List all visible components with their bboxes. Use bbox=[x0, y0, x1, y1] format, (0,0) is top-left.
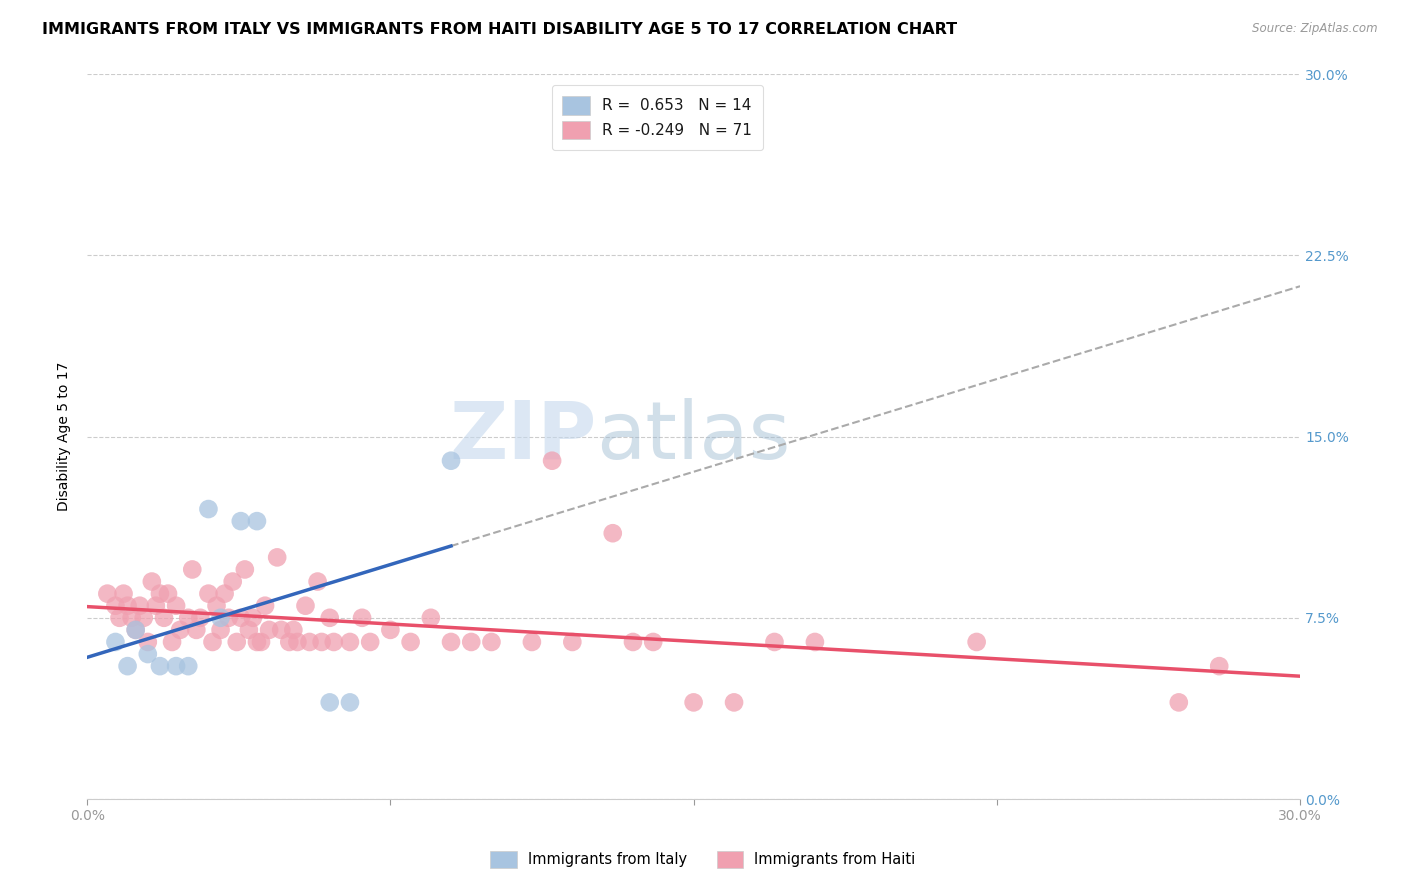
Point bbox=[190, 611, 212, 625]
Point bbox=[124, 623, 146, 637]
Text: IMMIGRANTS FROM ITALY VS IMMIGRANTS FROM HAITI DISABILITY AGE 5 TO 17 CORRELATIO: IMMIGRANTS FROM ITALY VS IMMIGRANTS FROM… bbox=[42, 22, 957, 37]
Point bbox=[197, 502, 219, 516]
Text: ZIP: ZIP bbox=[450, 398, 596, 475]
Point bbox=[222, 574, 245, 589]
Point bbox=[460, 635, 482, 649]
Point bbox=[141, 574, 163, 589]
Point bbox=[440, 635, 463, 649]
Point bbox=[169, 623, 191, 637]
Point bbox=[128, 599, 150, 613]
Point bbox=[419, 611, 441, 625]
Point bbox=[804, 635, 827, 649]
Point bbox=[136, 635, 159, 649]
Point bbox=[242, 611, 264, 625]
Point bbox=[177, 659, 200, 673]
Point bbox=[481, 635, 503, 649]
Point bbox=[763, 635, 786, 649]
Point bbox=[136, 647, 159, 661]
Point bbox=[149, 659, 172, 673]
Point bbox=[643, 635, 665, 649]
Point bbox=[352, 611, 374, 625]
Point bbox=[250, 635, 273, 649]
Point bbox=[209, 611, 232, 625]
Point bbox=[117, 599, 139, 613]
Point bbox=[132, 611, 155, 625]
Point bbox=[682, 695, 704, 709]
Point bbox=[165, 659, 187, 673]
Point bbox=[225, 635, 247, 649]
Text: atlas: atlas bbox=[596, 398, 792, 475]
Point bbox=[319, 611, 342, 625]
Point bbox=[287, 635, 309, 649]
Point bbox=[104, 599, 127, 613]
Point bbox=[246, 514, 269, 528]
Point bbox=[108, 611, 131, 625]
Point bbox=[520, 635, 543, 649]
Point bbox=[218, 611, 240, 625]
Point bbox=[153, 611, 176, 625]
Point bbox=[201, 635, 224, 649]
Point bbox=[209, 623, 232, 637]
Point bbox=[307, 574, 329, 589]
Point bbox=[177, 611, 200, 625]
Point bbox=[112, 587, 135, 601]
Point bbox=[339, 635, 361, 649]
Point bbox=[1167, 695, 1189, 709]
Point bbox=[229, 611, 252, 625]
Point bbox=[283, 623, 305, 637]
Point bbox=[541, 453, 564, 467]
Point bbox=[399, 635, 422, 649]
Point bbox=[149, 587, 172, 601]
Text: Source: ZipAtlas.com: Source: ZipAtlas.com bbox=[1253, 22, 1378, 36]
Point bbox=[254, 599, 277, 613]
Point bbox=[121, 611, 143, 625]
Point bbox=[266, 550, 288, 565]
Point bbox=[238, 623, 260, 637]
Point bbox=[440, 453, 463, 467]
Legend: R =  0.653   N = 14, R = -0.249   N = 71: R = 0.653 N = 14, R = -0.249 N = 71 bbox=[551, 86, 762, 150]
Point bbox=[214, 587, 236, 601]
Point bbox=[156, 587, 179, 601]
Point bbox=[723, 695, 745, 709]
Point bbox=[278, 635, 301, 649]
Point bbox=[145, 599, 167, 613]
Point bbox=[319, 695, 342, 709]
Point bbox=[359, 635, 381, 649]
Point bbox=[380, 623, 402, 637]
Point bbox=[294, 599, 316, 613]
Point bbox=[1208, 659, 1230, 673]
Y-axis label: Disability Age 5 to 17: Disability Age 5 to 17 bbox=[58, 362, 72, 511]
Point bbox=[322, 635, 344, 649]
Point bbox=[160, 635, 183, 649]
Point bbox=[96, 587, 118, 601]
Point bbox=[257, 623, 280, 637]
Point bbox=[205, 599, 228, 613]
Point bbox=[233, 562, 256, 576]
Point bbox=[104, 635, 127, 649]
Point bbox=[124, 623, 146, 637]
Point bbox=[561, 635, 583, 649]
Point bbox=[602, 526, 624, 541]
Point bbox=[246, 635, 269, 649]
Legend: Immigrants from Italy, Immigrants from Haiti: Immigrants from Italy, Immigrants from H… bbox=[484, 844, 922, 876]
Point bbox=[117, 659, 139, 673]
Point bbox=[197, 587, 219, 601]
Point bbox=[966, 635, 988, 649]
Point bbox=[229, 514, 252, 528]
Point bbox=[270, 623, 292, 637]
Point bbox=[186, 623, 208, 637]
Point bbox=[311, 635, 333, 649]
Point bbox=[298, 635, 321, 649]
Point bbox=[621, 635, 644, 649]
Point bbox=[181, 562, 204, 576]
Point bbox=[165, 599, 187, 613]
Point bbox=[339, 695, 361, 709]
